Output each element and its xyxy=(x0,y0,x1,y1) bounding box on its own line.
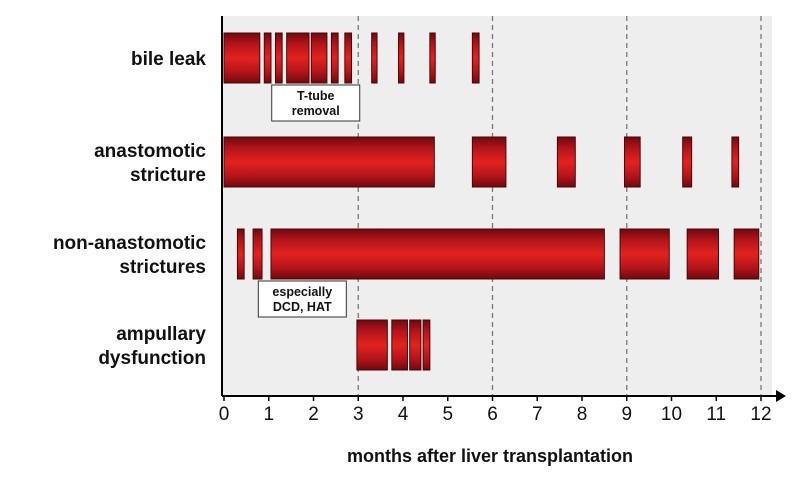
x-tick-label: 6 xyxy=(487,404,498,425)
x-tick-label: 8 xyxy=(577,404,588,425)
bar-row2-seg5 xyxy=(733,228,760,280)
bar-row0-seg0 xyxy=(223,32,261,84)
bar-row0-seg9 xyxy=(429,32,436,84)
bar-row3-seg2 xyxy=(409,319,422,371)
bar-row0-seg2 xyxy=(274,32,283,84)
x-tick-label: 12 xyxy=(750,404,771,425)
bar-row3-seg3 xyxy=(422,319,431,371)
bar-row2-seg1 xyxy=(252,228,263,280)
bar-row1-seg4 xyxy=(682,136,693,188)
x-tick-label: 4 xyxy=(398,404,409,425)
bar-row1-seg5 xyxy=(731,136,740,188)
x-tick-label: 1 xyxy=(263,404,274,425)
bar-row0-seg1 xyxy=(263,32,272,84)
x-tick-label: 11 xyxy=(706,404,726,425)
bar-row0-seg8 xyxy=(398,32,405,84)
x-axis-title: months after liver transplantation xyxy=(347,446,633,466)
x-tick-label: 2 xyxy=(308,404,319,425)
category-label-2: non-anastomotic xyxy=(53,233,206,254)
x-tick-label: 0 xyxy=(219,404,230,425)
annotation-box-0 xyxy=(271,84,361,122)
bar-row2-seg3 xyxy=(619,228,670,280)
bar-row1-seg0 xyxy=(223,136,435,188)
bar-row0-seg4 xyxy=(310,32,328,84)
bar-row0-seg10 xyxy=(471,32,480,84)
bar-row3-seg1 xyxy=(391,319,408,371)
category-label-1: stricture xyxy=(130,165,206,186)
category-label-3: dysfunction xyxy=(98,348,206,369)
x-tick-label: 7 xyxy=(532,404,543,425)
category-labels: bile leak anastomotic stricture non-anastom… xyxy=(53,49,206,369)
annotation-text: T-tube xyxy=(297,89,335,103)
annotation-box-1 xyxy=(257,280,347,318)
bar-row0-seg5 xyxy=(330,32,339,84)
category-label-3: ampullary xyxy=(116,324,206,345)
bar-row3-seg0 xyxy=(356,319,388,371)
bar-row0-seg3 xyxy=(286,32,310,84)
bar-row2-seg2 xyxy=(270,228,605,280)
x-axis-arrow-icon xyxy=(776,390,786,402)
annotation-text: removal xyxy=(292,104,340,118)
category-label-0: bile leak xyxy=(131,49,206,70)
bar-row1-seg3 xyxy=(624,136,641,188)
bar-row0-seg6 xyxy=(344,32,353,84)
bars xyxy=(223,32,760,371)
annotation-text: especially xyxy=(272,285,332,299)
category-label-2: strictures xyxy=(119,257,206,278)
x-tick-label: 3 xyxy=(353,404,364,425)
bar-row1-seg1 xyxy=(471,136,507,188)
bar-row2-seg0 xyxy=(236,228,245,280)
bar-row2-seg4 xyxy=(686,228,719,280)
category-label-1: anastomotic xyxy=(94,141,206,162)
bar-row1-seg2 xyxy=(556,136,576,188)
x-tick-label: 5 xyxy=(442,404,453,425)
x-tick-label: 10 xyxy=(661,404,682,425)
x-tick-label: 9 xyxy=(621,404,632,425)
bar-row0-seg7 xyxy=(371,32,378,84)
annotation-text: DCD, HAT xyxy=(273,300,332,314)
